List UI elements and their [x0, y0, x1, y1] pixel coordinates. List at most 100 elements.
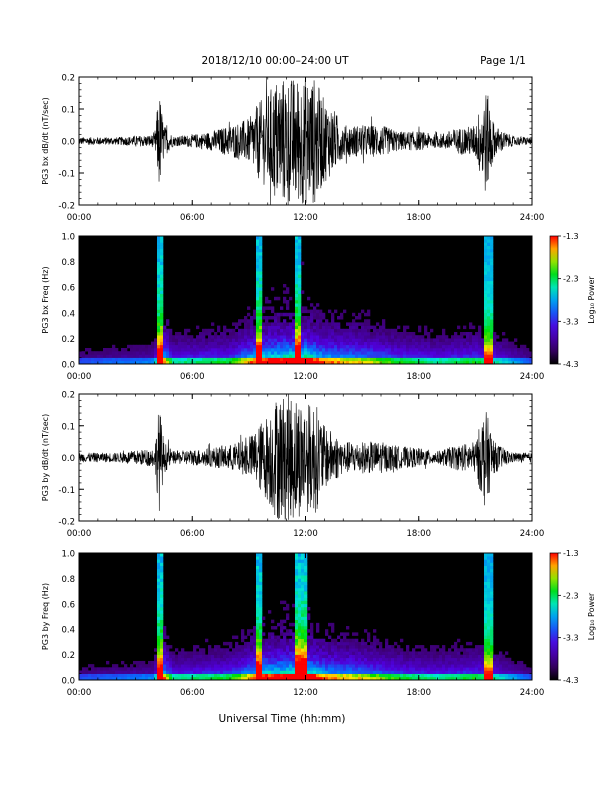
- spectrogram-cell: [328, 309, 332, 314]
- spectrogram-cell: [169, 651, 173, 655]
- spectrogram-cell: [262, 309, 266, 314]
- spectrogram-cell: [442, 660, 446, 665]
- spectrogram-cell: [241, 319, 245, 323]
- spectrogram-cell: [130, 673, 134, 678]
- spectrogram-cell: [307, 654, 311, 659]
- spectrogram-cell: [331, 664, 335, 668]
- spectrogram-cell: [166, 667, 170, 671]
- spectrogram-cell: [217, 360, 221, 365]
- spectrogram-cell: [472, 660, 476, 665]
- spectrogram-cell: [361, 660, 365, 665]
- spectrogram-cell: [400, 335, 404, 339]
- spectrogram-cell: [283, 600, 287, 605]
- spectrogram-cell: [388, 351, 392, 355]
- spectrogram-cell: [400, 673, 404, 678]
- spectrogram-cell: [325, 319, 329, 323]
- spectrogram-cell: [265, 357, 269, 362]
- spectrogram-cell: [373, 325, 377, 330]
- spectrogram-cell: [427, 341, 431, 346]
- spectrogram-cell: [322, 354, 326, 358]
- spectrogram-cell: [310, 654, 314, 659]
- spectrogram-cell: [160, 268, 164, 272]
- spectrogram-cell: [403, 667, 407, 671]
- spectrogram-cell: [424, 357, 428, 362]
- spectrogram-cell: [256, 584, 260, 589]
- spectrogram-cell: [472, 335, 476, 339]
- spectrogram-cell: [286, 312, 290, 317]
- spectrogram-cell: [286, 629, 290, 633]
- spectrogram-cell: [340, 348, 344, 352]
- spectrogram-cell: [406, 325, 410, 330]
- spectrogram-cell: [484, 258, 488, 262]
- spectrogram-cell: [157, 248, 161, 253]
- spectrogram-cell: [412, 348, 416, 352]
- spectrogram-cell: [379, 338, 383, 342]
- spectrogram-cell: [517, 360, 521, 365]
- spectrogram-cell: [256, 648, 260, 652]
- spectrogram-cell: [484, 578, 488, 582]
- spectrogram-cell: [478, 651, 482, 655]
- spectrogram-cell: [241, 648, 245, 652]
- spectrogram-cell: [361, 328, 365, 333]
- spectrogram-cell: [271, 645, 275, 649]
- spectrogram-cell: [157, 319, 161, 323]
- spectrogram-cell: [79, 670, 83, 674]
- spectrogram-cell: [433, 654, 437, 659]
- spectrogram-cell: [367, 676, 371, 681]
- spectrogram-cell: [301, 322, 305, 326]
- spectrogram-cell: [313, 641, 317, 646]
- spectrogram-cell: [148, 676, 152, 681]
- spectrogram-cell: [361, 670, 365, 674]
- spectrogram-cell: [475, 332, 479, 336]
- spectrogram-cell: [355, 328, 359, 333]
- spectrogram-cell: [295, 325, 299, 330]
- spectrogram-cell: [208, 351, 212, 355]
- spectrogram-cell: [496, 344, 500, 349]
- spectrogram-cell: [142, 660, 146, 665]
- spectrogram-cell: [364, 348, 368, 352]
- spectrogram-cell: [313, 664, 317, 668]
- spectrogram-cell: [355, 657, 359, 662]
- spectrogram-cell: [334, 335, 338, 339]
- spectrogram-cell: [82, 354, 86, 358]
- spectrogram-cell: [526, 667, 530, 671]
- spectrogram-cell: [262, 616, 266, 620]
- spectrogram-cell: [244, 338, 248, 342]
- spectrogram-cell: [319, 344, 323, 349]
- spectrogram-cell: [487, 584, 491, 589]
- spectrogram-cell: [136, 351, 140, 355]
- spectrogram-cell: [223, 641, 227, 646]
- spectrogram-cell: [325, 676, 329, 681]
- spectrogram-cell: [427, 660, 431, 665]
- spectrogram-cell: [415, 341, 419, 346]
- spectrogram-cell: [391, 667, 395, 671]
- spectrogram-cell: [172, 670, 176, 674]
- page-indicator: Page 1/1: [480, 55, 526, 67]
- spectrogram-cell: [385, 638, 389, 643]
- spectrogram-cell: [418, 325, 422, 330]
- spectrogram-cell: [259, 309, 263, 314]
- spectrogram-cell: [478, 670, 482, 674]
- spectrogram-cell: [508, 673, 512, 678]
- spectrogram-cell: [175, 667, 179, 671]
- spectrogram-cell: [322, 338, 326, 342]
- spectrogram-cell: [244, 645, 248, 649]
- spectrogram-cell: [523, 354, 527, 358]
- spectrogram-cell: [112, 354, 116, 358]
- spectrogram-cell: [382, 657, 386, 662]
- spectrogram-cell: [403, 344, 407, 349]
- spectrogram-cell: [439, 648, 443, 652]
- spectrogram-cell: [301, 290, 305, 294]
- spectrogram-cell: [478, 673, 482, 678]
- spectrogram-cell: [304, 626, 308, 630]
- spectrogram-cell: [238, 654, 242, 659]
- spectrogram-cell: [181, 351, 185, 355]
- spectrogram-cell: [235, 344, 239, 349]
- spectrogram-cell: [490, 322, 494, 326]
- spectrogram-cell: [202, 360, 206, 365]
- spectrogram-cell: [487, 274, 491, 278]
- spectrogram-cell: [268, 654, 272, 659]
- spectrogram-cell: [418, 657, 422, 662]
- spectrogram-cell: [367, 309, 371, 314]
- spectrogram-cell: [259, 553, 263, 557]
